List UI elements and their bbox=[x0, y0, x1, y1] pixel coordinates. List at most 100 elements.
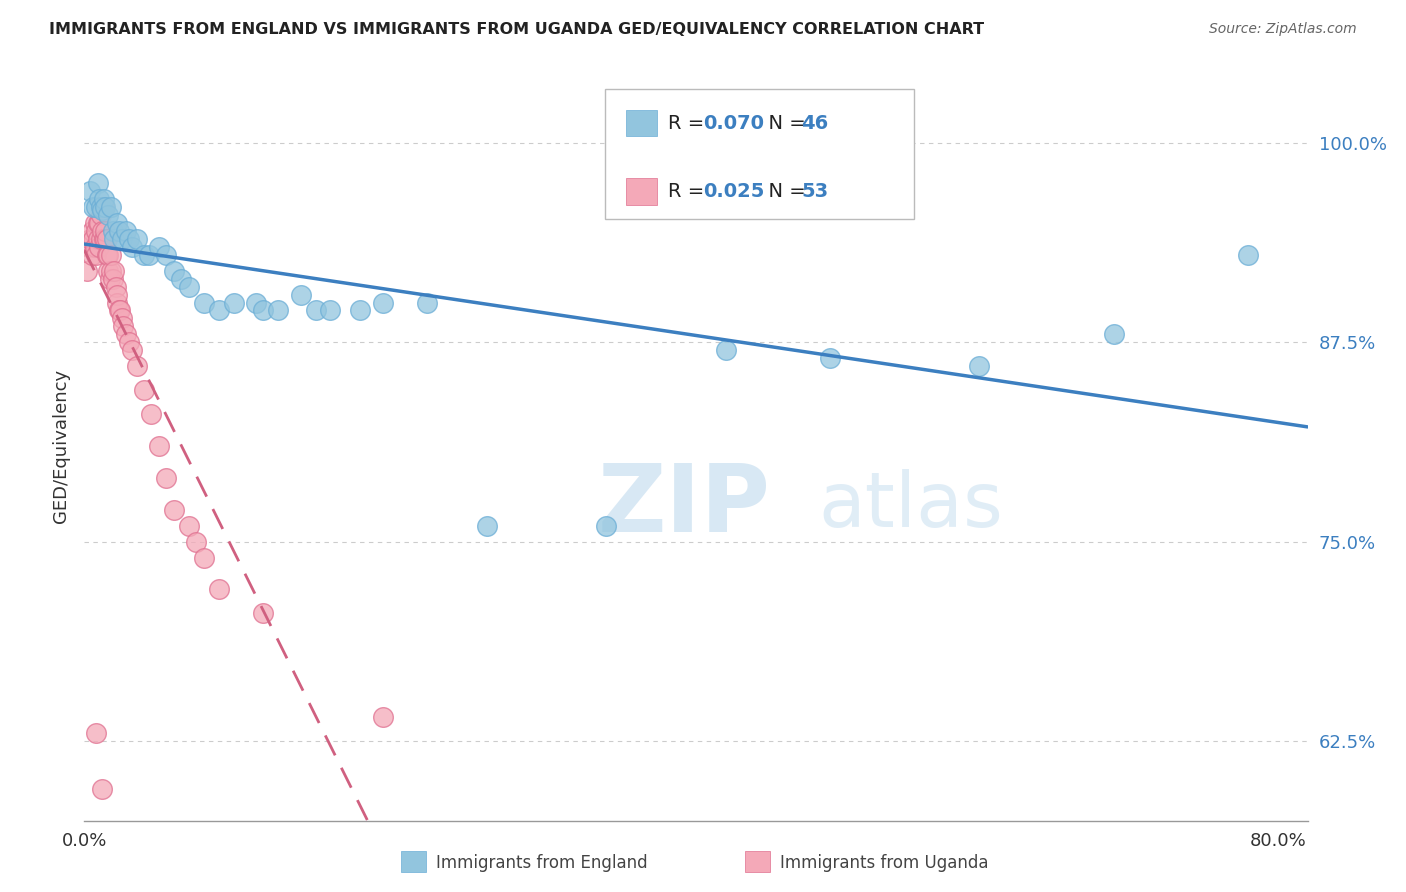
Point bbox=[83, 216, 105, 230]
Text: Immigrants from England: Immigrants from England bbox=[436, 855, 648, 872]
Point bbox=[93, 192, 115, 206]
Point bbox=[818, 351, 841, 366]
Point bbox=[80, 224, 103, 238]
Point bbox=[349, 303, 371, 318]
Point bbox=[82, 200, 104, 214]
Point bbox=[125, 359, 148, 374]
Point bbox=[105, 287, 128, 301]
Point bbox=[80, 248, 103, 262]
Point bbox=[93, 200, 115, 214]
Point bbox=[87, 176, 110, 190]
Point bbox=[138, 248, 160, 262]
Point bbox=[207, 582, 229, 597]
Point bbox=[91, 224, 114, 238]
Point bbox=[177, 518, 200, 533]
Point bbox=[111, 311, 134, 326]
Point bbox=[371, 295, 394, 310]
Point bbox=[112, 319, 135, 334]
Point bbox=[79, 184, 101, 198]
Text: R =: R = bbox=[668, 182, 710, 202]
Point bbox=[267, 303, 290, 318]
Point bbox=[93, 232, 115, 246]
Point bbox=[252, 607, 274, 621]
Point bbox=[163, 502, 186, 516]
Point bbox=[97, 248, 120, 262]
Point bbox=[87, 216, 110, 230]
Point bbox=[170, 271, 193, 285]
Text: Immigrants from Uganda: Immigrants from Uganda bbox=[780, 855, 988, 872]
Point bbox=[177, 279, 200, 293]
Point bbox=[115, 327, 138, 342]
Point bbox=[148, 240, 170, 254]
Point bbox=[105, 295, 128, 310]
Point bbox=[100, 200, 122, 214]
Text: Source: ZipAtlas.com: Source: ZipAtlas.com bbox=[1209, 22, 1357, 37]
Point bbox=[121, 240, 143, 254]
Point bbox=[115, 224, 138, 238]
Point bbox=[475, 518, 498, 533]
Point bbox=[104, 279, 127, 293]
Point bbox=[100, 248, 122, 262]
Point bbox=[416, 295, 439, 310]
Point bbox=[111, 232, 134, 246]
Text: N =: N = bbox=[756, 113, 813, 133]
Point bbox=[319, 303, 342, 318]
Point bbox=[155, 248, 177, 262]
Point bbox=[83, 240, 105, 254]
Point bbox=[155, 471, 177, 485]
Point bbox=[118, 335, 141, 350]
Point bbox=[97, 263, 120, 277]
Point bbox=[89, 216, 111, 230]
Point bbox=[141, 407, 163, 421]
Point bbox=[193, 550, 215, 565]
Point bbox=[148, 439, 170, 453]
Point bbox=[132, 248, 155, 262]
Point bbox=[132, 383, 155, 397]
Text: 53: 53 bbox=[801, 182, 828, 202]
Point bbox=[94, 200, 117, 214]
Point bbox=[84, 248, 107, 262]
Text: atlas: atlas bbox=[818, 469, 1002, 543]
Point bbox=[103, 232, 125, 246]
Point bbox=[90, 208, 112, 222]
Point bbox=[121, 343, 143, 358]
Text: 0.025: 0.025 bbox=[703, 182, 765, 202]
Point bbox=[94, 224, 117, 238]
Point bbox=[84, 200, 107, 214]
Point bbox=[595, 518, 617, 533]
Point bbox=[304, 303, 326, 318]
Point bbox=[714, 343, 737, 358]
Point bbox=[186, 534, 208, 549]
Point bbox=[105, 216, 128, 230]
Point bbox=[87, 232, 110, 246]
Point bbox=[207, 303, 229, 318]
Point bbox=[103, 263, 125, 277]
Point bbox=[96, 248, 118, 262]
Point bbox=[84, 726, 107, 740]
Point bbox=[89, 240, 111, 254]
Point bbox=[84, 224, 107, 238]
Point bbox=[91, 202, 114, 217]
Point bbox=[107, 303, 129, 318]
Point bbox=[101, 224, 124, 238]
Point bbox=[1102, 327, 1125, 342]
Y-axis label: GED/Equivalency: GED/Equivalency bbox=[52, 369, 70, 523]
Point bbox=[90, 200, 112, 214]
Point bbox=[98, 271, 121, 285]
Text: R =: R = bbox=[668, 113, 710, 133]
Point bbox=[77, 240, 100, 254]
Point bbox=[290, 287, 312, 301]
Point bbox=[101, 271, 124, 285]
Point bbox=[97, 208, 120, 222]
Point bbox=[79, 232, 101, 246]
Text: ZIP: ZIP bbox=[598, 460, 770, 552]
Point bbox=[76, 263, 98, 277]
Text: IMMIGRANTS FROM ENGLAND VS IMMIGRANTS FROM UGANDA GED/EQUIVALENCY CORRELATION CH: IMMIGRANTS FROM ENGLAND VS IMMIGRANTS FR… bbox=[49, 22, 984, 37]
Point bbox=[252, 303, 274, 318]
Point bbox=[371, 710, 394, 724]
Point bbox=[125, 232, 148, 246]
Point bbox=[90, 232, 112, 246]
Point bbox=[89, 192, 111, 206]
Point bbox=[107, 224, 129, 238]
Point bbox=[94, 232, 117, 246]
